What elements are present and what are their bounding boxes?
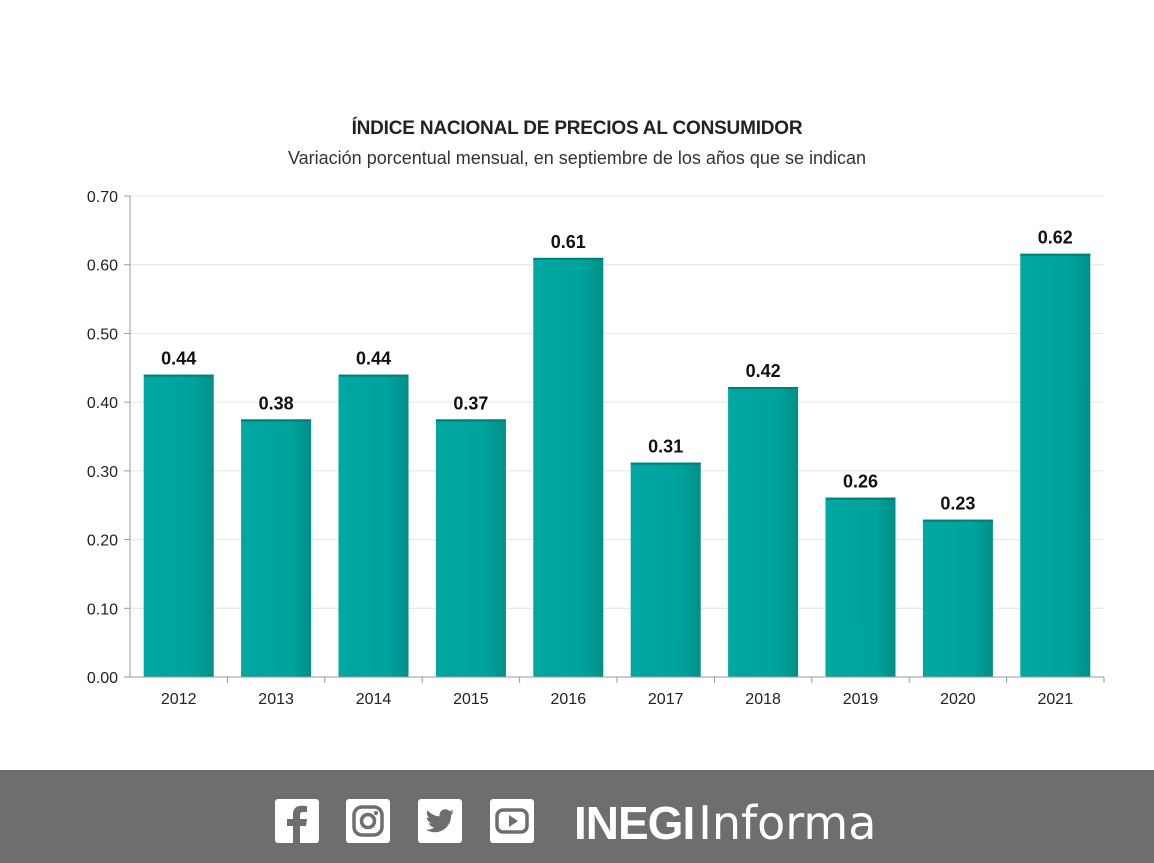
y-tick-label: 0.10: [87, 601, 118, 618]
data-label: 0.31: [648, 437, 683, 457]
y-tick-label: 0.20: [87, 533, 118, 550]
bar-chart: 0.00 0.10 0.20 0.30 0.40 0.50 0.60 0.70 2012 0.44…: [87, 189, 1105, 708]
data-label: 0.61: [551, 232, 586, 252]
bar: [533, 257, 604, 677]
bar: [1020, 253, 1091, 677]
y-tick-label: 0.00: [87, 670, 118, 687]
y-tick-label: 0.70: [87, 189, 118, 206]
brand-inegi: INEGI: [574, 796, 695, 849]
x-tick-label: 2020: [940, 691, 976, 708]
bar: [630, 462, 701, 677]
x-tick-label: 2016: [551, 691, 587, 708]
data-label: 0.44: [356, 349, 391, 369]
data-label: 0.42: [746, 361, 781, 381]
data-label: 0.38: [259, 393, 294, 413]
bar: [241, 419, 312, 677]
twitter-icon[interactable]: [418, 799, 462, 843]
bar: [825, 497, 896, 677]
youtube-icon[interactable]: [490, 799, 534, 843]
y-tick-label: 0.40: [87, 395, 118, 412]
chart-title: ÍNDICE NACIONAL DE PRECIOS AL CONSUMIDOR: [351, 118, 803, 139]
data-label: 0.62: [1038, 228, 1073, 248]
inegi-informa-logo: INEGI Informa: [574, 795, 876, 850]
x-tick-label: 2013: [258, 691, 294, 708]
bar: [728, 387, 799, 677]
x-tick-label: 2017: [648, 691, 684, 708]
bar: [338, 374, 409, 677]
chart-subtitle: Variación porcentual mensual, en septiem…: [287, 148, 867, 168]
footer-bar: [0, 770, 1154, 863]
data-label: 0.44: [161, 349, 196, 369]
bar: [435, 419, 506, 677]
y-tick-label: 0.30: [87, 464, 118, 481]
data-label: 0.26: [843, 472, 878, 492]
bar: [922, 519, 993, 677]
chart-area: ÍNDICE NACIONAL DE PRECIOS AL CONSUMIDOR…: [87, 118, 1105, 708]
data-label: 0.23: [940, 494, 975, 514]
data-label: 0.37: [453, 393, 488, 413]
x-tick-label: 2019: [843, 691, 879, 708]
x-tick-label: 2014: [356, 691, 392, 708]
instagram-icon[interactable]: [346, 799, 390, 843]
facebook-icon[interactable]: [275, 799, 319, 843]
x-tick-label: 2015: [453, 691, 489, 708]
y-tick-label: 0.60: [87, 258, 118, 275]
x-tick-label: 2012: [161, 691, 197, 708]
x-tick-label: 2018: [745, 691, 781, 708]
bar: [143, 374, 214, 677]
brand-informa: Informa: [698, 795, 877, 850]
y-tick-label: 0.50: [87, 326, 118, 343]
x-tick-label: 2021: [1038, 691, 1074, 708]
